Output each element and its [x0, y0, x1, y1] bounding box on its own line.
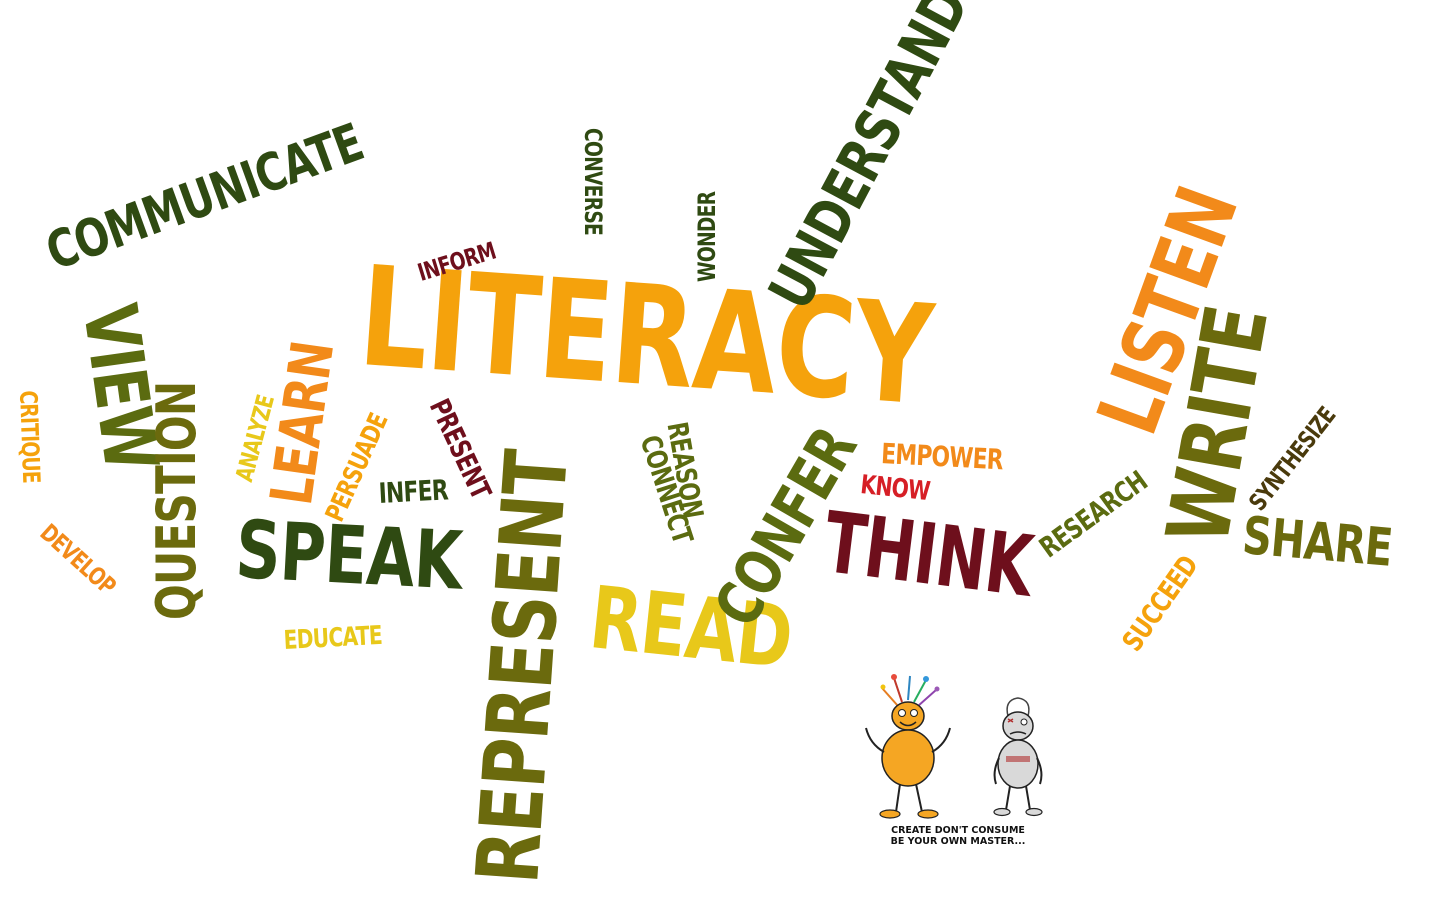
word-think: THINK: [818, 493, 1038, 616]
word-represent: REPRESENT: [458, 447, 588, 887]
word-speak: SPEAK: [233, 503, 465, 608]
cartoon-figures: [865, 674, 1043, 819]
word-share: SHARE: [1240, 506, 1395, 579]
cartoon-illustration: CREATE DON'T CONSUME BE YOUR OWN MASTER.…: [858, 672, 1058, 852]
word-educate: EDUCATE: [282, 620, 383, 656]
word-develop: DEVELOP: [34, 518, 121, 601]
word-know: KNOW: [859, 470, 932, 508]
word-wonder: WONDER: [693, 191, 721, 282]
caption-line-1: CREATE DON'T CONSUME: [891, 825, 1025, 836]
word-critique: CRITIQUE: [14, 389, 46, 484]
word-succeed: SUCCEED: [1115, 549, 1205, 658]
word-infer: INFER: [377, 473, 449, 510]
grey-figure-icon: [993, 697, 1043, 817]
word-converse: CONVERSE: [579, 128, 607, 236]
word-empower: EMPOWER: [880, 437, 1004, 477]
caption-line-2: BE YOUR OWN MASTER...: [890, 836, 1026, 847]
word-question: QUESTION: [145, 381, 208, 620]
orange-figure-icon: [865, 674, 951, 819]
word-research: RESEARCH: [1033, 464, 1154, 565]
word-learn: LEARN: [257, 337, 348, 509]
word-communicate: COMMUNICATE: [38, 112, 371, 283]
